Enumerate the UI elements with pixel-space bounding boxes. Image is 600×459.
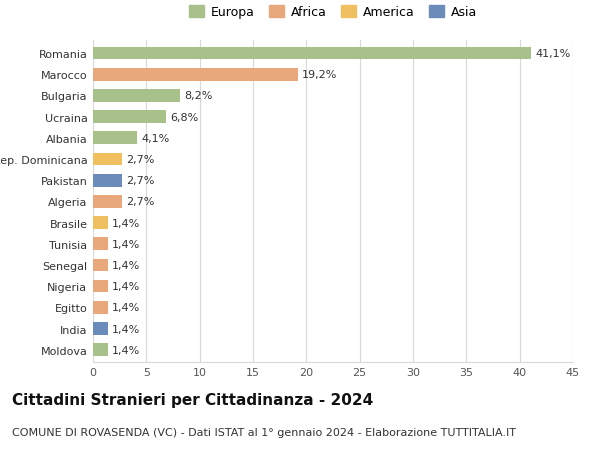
Text: 1,4%: 1,4% bbox=[112, 239, 140, 249]
Text: 41,1%: 41,1% bbox=[536, 49, 571, 59]
Text: 19,2%: 19,2% bbox=[302, 70, 337, 80]
Text: 8,2%: 8,2% bbox=[185, 91, 213, 101]
Text: 1,4%: 1,4% bbox=[112, 345, 140, 355]
Text: 6,8%: 6,8% bbox=[170, 112, 198, 123]
Text: 1,4%: 1,4% bbox=[112, 218, 140, 228]
Bar bbox=[93, 259, 108, 272]
Text: Cittadini Stranieri per Cittadinanza - 2024: Cittadini Stranieri per Cittadinanza - 2… bbox=[12, 392, 373, 408]
Bar bbox=[93, 153, 122, 166]
Text: COMUNE DI ROVASENDA (VC) - Dati ISTAT al 1° gennaio 2024 - Elaborazione TUTTITAL: COMUNE DI ROVASENDA (VC) - Dati ISTAT al… bbox=[12, 427, 516, 437]
Bar bbox=[93, 48, 532, 60]
Bar bbox=[93, 301, 108, 314]
Bar bbox=[93, 174, 122, 187]
Legend: Europa, Africa, America, Asia: Europa, Africa, America, Asia bbox=[185, 3, 481, 23]
Text: 4,1%: 4,1% bbox=[141, 134, 169, 144]
Bar bbox=[93, 238, 108, 251]
Bar bbox=[93, 196, 122, 208]
Text: 1,4%: 1,4% bbox=[112, 324, 140, 334]
Text: 2,7%: 2,7% bbox=[126, 197, 154, 207]
Bar bbox=[93, 111, 166, 124]
Bar bbox=[93, 322, 108, 335]
Bar bbox=[93, 280, 108, 293]
Text: 1,4%: 1,4% bbox=[112, 302, 140, 313]
Text: 1,4%: 1,4% bbox=[112, 281, 140, 291]
Bar bbox=[93, 344, 108, 356]
Text: 2,7%: 2,7% bbox=[126, 176, 154, 186]
Bar bbox=[93, 69, 298, 82]
Text: 2,7%: 2,7% bbox=[126, 155, 154, 165]
Bar bbox=[93, 90, 181, 103]
Bar bbox=[93, 132, 137, 145]
Bar bbox=[93, 217, 108, 230]
Text: 1,4%: 1,4% bbox=[112, 260, 140, 270]
